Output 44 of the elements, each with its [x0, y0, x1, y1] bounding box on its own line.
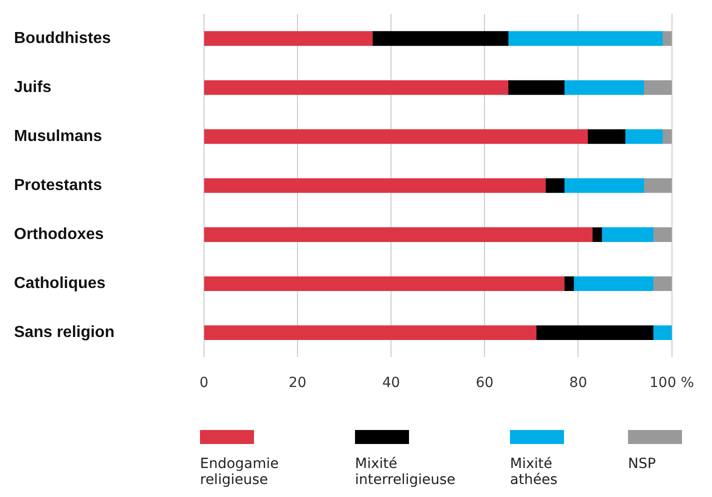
x-tick-label: 100 % — [650, 375, 694, 392]
bar — [372, 31, 508, 46]
bar — [624, 129, 663, 144]
bar — [643, 80, 672, 95]
legend-label: Endogamie religieuse — [200, 456, 279, 488]
x-tick-label: 0 — [200, 375, 208, 392]
y-tick-label: Sans religion — [14, 324, 114, 342]
x-tick-label: 40 — [382, 375, 400, 392]
x-tick-label: 80 — [569, 375, 588, 392]
bar — [508, 80, 565, 95]
y-tick-label: Protestants — [14, 177, 102, 194]
legend-label: NSP — [628, 456, 656, 472]
bar — [643, 178, 672, 193]
bar — [652, 227, 672, 242]
y-tick-label: Juifs — [14, 78, 52, 96]
y-tick-label: Bouddhistes — [14, 30, 111, 47]
x-tick-label: 60 — [476, 375, 494, 392]
x-tick-label: 20 — [288, 375, 306, 392]
bar — [204, 80, 508, 95]
legend-label: Mixité athées — [510, 456, 558, 488]
bar — [652, 276, 672, 291]
bar — [564, 178, 644, 193]
y-tick-label: Orthodoxes — [14, 226, 104, 244]
bar — [601, 227, 654, 242]
bar — [204, 325, 536, 340]
bar — [592, 227, 602, 242]
bar — [204, 276, 565, 291]
bar — [564, 276, 574, 291]
bar — [536, 325, 654, 340]
y-tick-label: Catholiques — [14, 275, 106, 292]
y-tick-label: Musulmans — [14, 128, 102, 145]
bar — [587, 129, 626, 144]
bar — [204, 31, 373, 46]
legend-label: Mixité interreligieuse — [355, 456, 456, 488]
bar — [204, 178, 546, 193]
bar — [573, 276, 654, 291]
bar — [545, 178, 565, 193]
bar — [662, 129, 672, 144]
bar — [662, 31, 672, 46]
bar — [564, 80, 644, 95]
bar — [204, 129, 588, 144]
bar — [508, 31, 663, 46]
bar — [652, 325, 672, 340]
bar — [204, 227, 593, 242]
